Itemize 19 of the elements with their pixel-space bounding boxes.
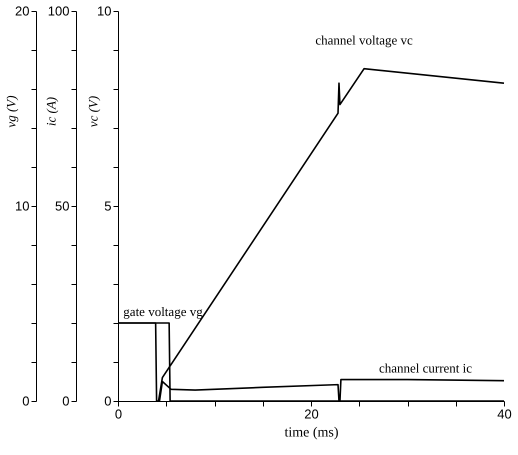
y-tick-label: 10 (15, 198, 30, 214)
y3-axis-title: vc (V) (86, 96, 100, 128)
y3-tick-label: 10 (97, 4, 112, 18)
y3-tick-label: 5 (104, 198, 112, 214)
series-label: channel current ic (378, 360, 472, 376)
y2-tick-label: 0 (62, 394, 70, 408)
y3-tick-label: 0 (104, 394, 112, 408)
y-tick-label: 20 (15, 4, 30, 18)
series-label: channel voltage vc (315, 32, 414, 48)
y2-tick-label: 100 (48, 4, 70, 18)
x-tick-label: 0 (114, 406, 122, 422)
y2-tick-label: 50 (55, 198, 70, 214)
series-label: gate voltage vg (123, 304, 204, 319)
y-tick-label: 0 (22, 394, 30, 408)
y2-axis-title: ic (A) (44, 96, 58, 126)
x-axis-title: time (ms) (284, 426, 339, 440)
y-axis-title: vg (V) (4, 95, 18, 128)
x-tick-label: 20 (304, 406, 319, 422)
x-tick-label: 40 (497, 406, 512, 422)
